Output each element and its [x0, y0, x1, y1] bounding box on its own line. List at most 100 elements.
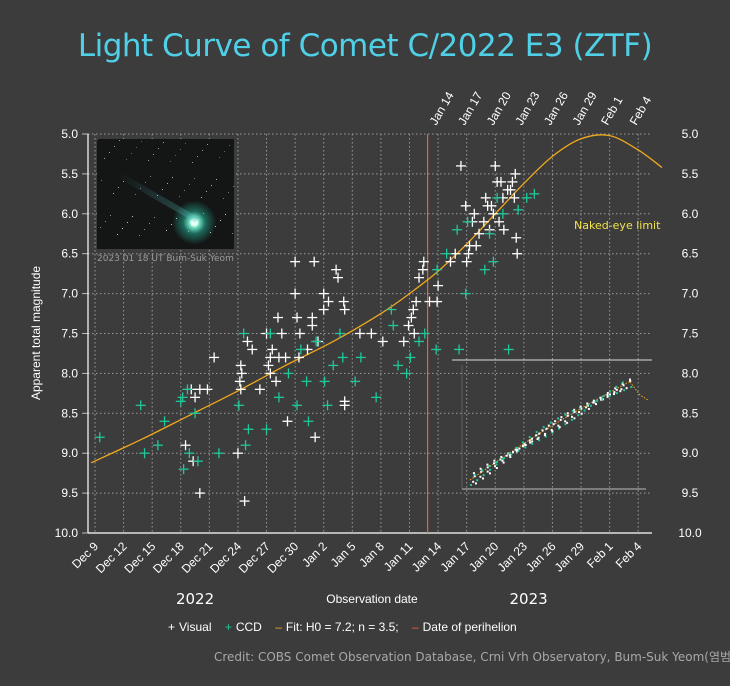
ccd-point — [233, 400, 244, 411]
inset-point — [564, 420, 567, 423]
y-tick-label-right: 6.5 — [682, 247, 699, 261]
ccd-point — [393, 360, 404, 371]
visual-point — [411, 296, 422, 307]
ccd-point — [388, 320, 399, 331]
ccd-point — [283, 368, 294, 379]
inset-point — [473, 473, 476, 476]
x-tick-label-bottom: Jan 20 — [466, 539, 502, 575]
x-tick-label-top: Jan 17 — [455, 89, 485, 127]
photo-star — [189, 184, 190, 185]
ccd-point — [152, 440, 163, 451]
inset-point — [560, 416, 563, 419]
x-tick-label-bottom: Jan 11 — [381, 539, 416, 574]
photo-star — [117, 234, 118, 235]
x-tick-label-bottom: Jan 2 — [299, 539, 330, 570]
inset-point — [601, 397, 604, 400]
ccd-point — [238, 328, 249, 339]
inset-point — [547, 424, 550, 427]
inset-point — [476, 479, 479, 482]
ccd-point — [386, 304, 397, 315]
x-tick-label-bottom: Dec 27 — [236, 539, 273, 576]
inset-point — [508, 454, 511, 457]
y-tick-label-left: 10.0 — [55, 526, 79, 540]
ccd-point — [319, 376, 330, 387]
ccd-point — [94, 432, 105, 443]
y-tick-label-left: 8.5 — [61, 406, 78, 420]
chart-title: Light Curve of Comet C/2022 E3 (ZTF) — [77, 28, 653, 64]
visual-point — [294, 328, 305, 339]
inset-point — [503, 457, 506, 460]
inset-point — [599, 396, 602, 399]
photo-star — [171, 224, 172, 225]
inset-point — [579, 406, 582, 409]
ccd-point — [177, 392, 188, 403]
fit-curve — [90, 134, 663, 464]
visual-point — [512, 248, 523, 259]
visual-point — [469, 208, 480, 219]
photo-star — [192, 162, 193, 163]
inset-point — [538, 439, 541, 442]
inset-point — [524, 446, 527, 449]
perihelion-line-icon: – — [411, 620, 419, 634]
x-tick-label-bottom: Jan 23 — [495, 539, 531, 575]
ccd-point — [497, 208, 508, 219]
photo-star — [114, 146, 115, 147]
inset-point — [521, 445, 524, 448]
inset-point — [482, 477, 485, 480]
photo-star — [172, 177, 173, 178]
inset-point — [571, 415, 574, 418]
visual-point — [239, 496, 250, 507]
visual-point — [408, 304, 419, 315]
ccd-point — [460, 288, 471, 299]
visual-point — [478, 216, 489, 227]
inset-point — [550, 428, 553, 431]
inset-point — [557, 427, 560, 430]
inset-point — [470, 484, 472, 486]
photo-star — [233, 186, 234, 187]
inset-point — [615, 392, 618, 395]
inset-point — [608, 393, 611, 396]
y-tick-label-left: 8.0 — [61, 366, 78, 380]
inset-point — [472, 480, 475, 483]
photo-star — [210, 232, 211, 233]
inset-point — [622, 384, 625, 387]
visual-point — [510, 168, 521, 179]
visual-point — [333, 272, 344, 283]
inset-point — [557, 424, 560, 427]
inset-point — [595, 403, 598, 406]
photo-star — [136, 147, 137, 148]
visual-point — [433, 280, 444, 291]
x-tick-label-bottom: Dec 24 — [207, 539, 244, 576]
inset-point — [629, 379, 632, 382]
y-tick-label-left: 9.5 — [61, 486, 78, 500]
inset-point — [495, 460, 498, 463]
inset-point — [501, 457, 504, 460]
ccd-point — [265, 328, 276, 339]
inset-point — [549, 421, 552, 424]
inset-point — [542, 426, 545, 429]
photo-star — [126, 159, 127, 160]
photo-star — [211, 185, 212, 186]
ccd-point — [182, 384, 193, 395]
x-axis-title: Observation date — [326, 592, 418, 606]
visual-point — [432, 296, 443, 307]
photo-star — [132, 216, 133, 217]
visual-point — [463, 248, 474, 259]
photo-star — [122, 228, 123, 229]
inset-point — [474, 482, 477, 485]
visual-point — [498, 224, 509, 235]
inset-point — [606, 395, 609, 398]
visual-point — [403, 320, 414, 331]
visual-point — [272, 312, 283, 323]
visual-point — [235, 384, 246, 395]
photo-star — [105, 221, 106, 222]
inset-point — [479, 467, 482, 470]
visual-point — [290, 288, 301, 299]
visual-point — [236, 368, 247, 379]
visual-point — [293, 352, 304, 363]
photo-star — [163, 142, 164, 143]
photo-star — [113, 193, 114, 194]
visual-point — [480, 192, 491, 203]
y-axis-title: Apparent total magnitude — [29, 266, 43, 400]
inset-point — [486, 463, 489, 466]
